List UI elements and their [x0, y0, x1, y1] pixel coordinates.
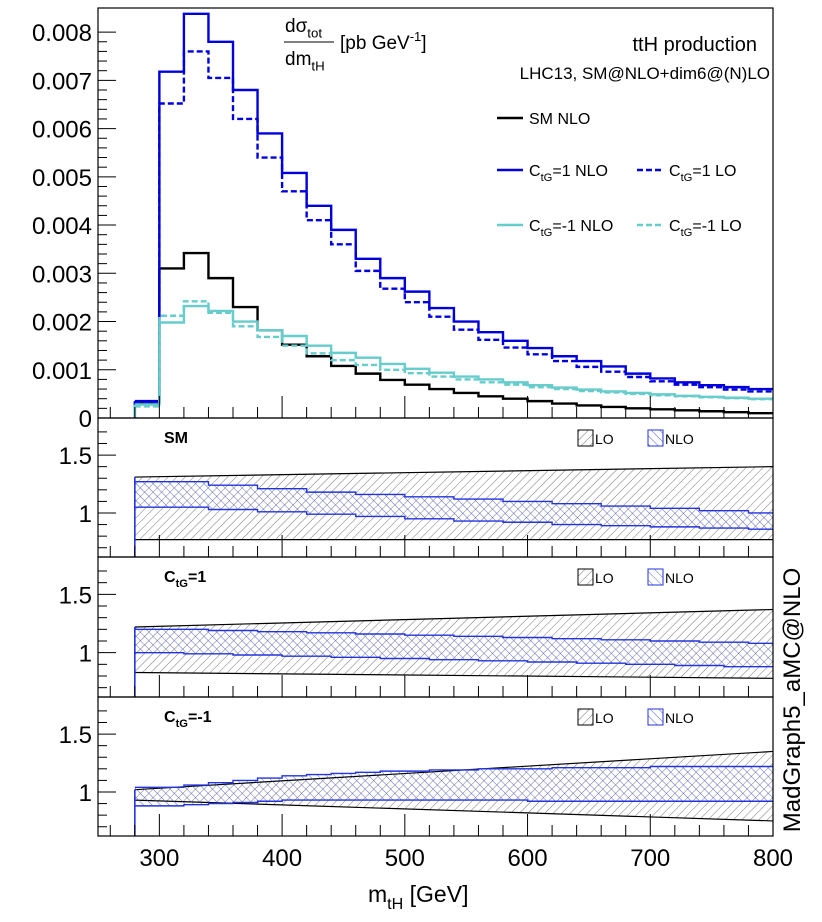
nlo-legend-label: NLO	[665, 710, 694, 726]
y-tick-label: 0.005	[32, 165, 92, 192]
legend-entry: CtG=1 NLO	[497, 163, 608, 184]
ratio-frame	[97, 696, 774, 837]
legend-entry: CtG=-1 NLO	[497, 218, 613, 239]
process-label: ttH production	[632, 34, 757, 56]
x-tick-label: 700	[630, 845, 670, 872]
ratio-panel-3: 1 1.5 CtG=-1 LO NLO	[59, 696, 774, 837]
ratio-y-tick-label: 1	[79, 641, 92, 668]
nlo-legend-swatch	[647, 429, 664, 447]
lo-legend-swatch	[577, 568, 594, 586]
x-tick-label: 400	[262, 845, 302, 872]
x-tick-label: 300	[139, 845, 179, 872]
ratio-panels: 1 1.5 SM LO NLO 1 1.5 CtG=1 LO NLO 1 1.5 CtG=-1 LO NLO	[59, 417, 774, 837]
legend-entry: SM NLO	[497, 111, 590, 128]
ratio-y-tick-label: 1	[79, 501, 92, 528]
side-label: MadGraph5_aMC@NLO	[779, 568, 806, 832]
legend-entry: CtG=-1 LO	[637, 218, 742, 239]
lo-legend-label: LO	[595, 570, 614, 586]
ratio-panel-1: 1 1.5 SM LO NLO	[59, 417, 774, 558]
y-tick-label: 0.006	[32, 117, 92, 144]
nlo-legend-label: NLO	[665, 431, 694, 447]
series-ctg-1-nlo	[134, 12, 773, 403]
ylabel-denominator: dmtH	[285, 49, 325, 74]
lo-band-lower	[134, 799, 774, 822]
nlo-band-upper	[134, 481, 773, 514]
nlo-legend-swatch	[647, 708, 664, 726]
x-tick-label: 600	[508, 845, 548, 872]
x-tick-label: 800	[753, 845, 793, 872]
ratio-y-tick-label: 1.5	[59, 582, 92, 609]
nlo-band-lower	[134, 651, 773, 668]
legend-label: CtG=1 NLO	[529, 163, 608, 184]
ratio-y-tick-label: 1.5	[59, 722, 92, 749]
y-tick-label: 0	[79, 406, 92, 433]
y-tick-label: 0.002	[32, 310, 92, 337]
ratio-panel-label: SM	[164, 430, 188, 447]
shared-axis: 300 400 500 600 700 800 mtH [GeV] MadGraph5_aMC…	[139, 568, 806, 913]
nlo-legend-swatch	[647, 568, 664, 586]
nlo-band-upper	[134, 765, 773, 789]
main-panel: 0 0.001 0.002 0.003 0.004 0.005 0.006 0.007 0.00…	[32, 7, 774, 433]
nlo-band	[134, 481, 773, 530]
y-tick-label: 0.007	[32, 68, 92, 95]
ratio-panel-label: CtG=1	[164, 569, 206, 590]
ratio-y-tick-label: 1	[79, 780, 92, 807]
nlo-band-lower	[134, 799, 773, 807]
x-axis-label: mtH [GeV]	[368, 881, 468, 913]
nlo-band-lower	[134, 506, 773, 530]
series-ctg-1-lo	[134, 300, 773, 408]
ylabel-unit: [pb GeV-1]	[340, 29, 427, 54]
nlo-legend-label: NLO	[665, 570, 694, 586]
legend-label: SM NLO	[529, 111, 590, 128]
ratio-panel-label: CtG=-1	[164, 709, 212, 730]
ylabel-numerator: dσtot	[285, 16, 322, 41]
lo-band-upper	[134, 466, 774, 478]
legend-entry: CtG=1 LO	[637, 163, 736, 184]
x-tick-label: 500	[385, 845, 425, 872]
y-tick-label: 0.004	[32, 213, 92, 240]
ratio-y-tick-label: 1.5	[59, 443, 92, 470]
lo-band-upper	[134, 608, 774, 628]
setup-label: LHC13, SM@NLO+dim6@(N)LO	[520, 64, 770, 83]
lo-legend-swatch	[577, 708, 594, 726]
lo-band-lower	[134, 671, 774, 679]
series-ctg-1-lo	[134, 50, 773, 405]
y-tick-label: 0.001	[32, 358, 92, 385]
lo-legend-label: LO	[595, 431, 614, 447]
series-ctg-1-nlo	[134, 304, 773, 406]
nlo-band-upper	[134, 628, 773, 645]
legend-label: CtG=-1 NLO	[529, 218, 613, 239]
lo-legend-label: LO	[595, 710, 614, 726]
legend-label: CtG=-1 LO	[669, 218, 742, 239]
series-sm-nlo	[134, 251, 773, 415]
y-tick-label: 0.003	[32, 261, 92, 288]
legend-label: CtG=1 LO	[669, 163, 736, 184]
y-tick-label: 0.008	[32, 20, 92, 47]
lo-legend-swatch	[577, 429, 594, 447]
nlo-band	[134, 629, 773, 667]
ratio-panel-2: 1 1.5 CtG=1 LO NLO	[59, 556, 774, 698]
